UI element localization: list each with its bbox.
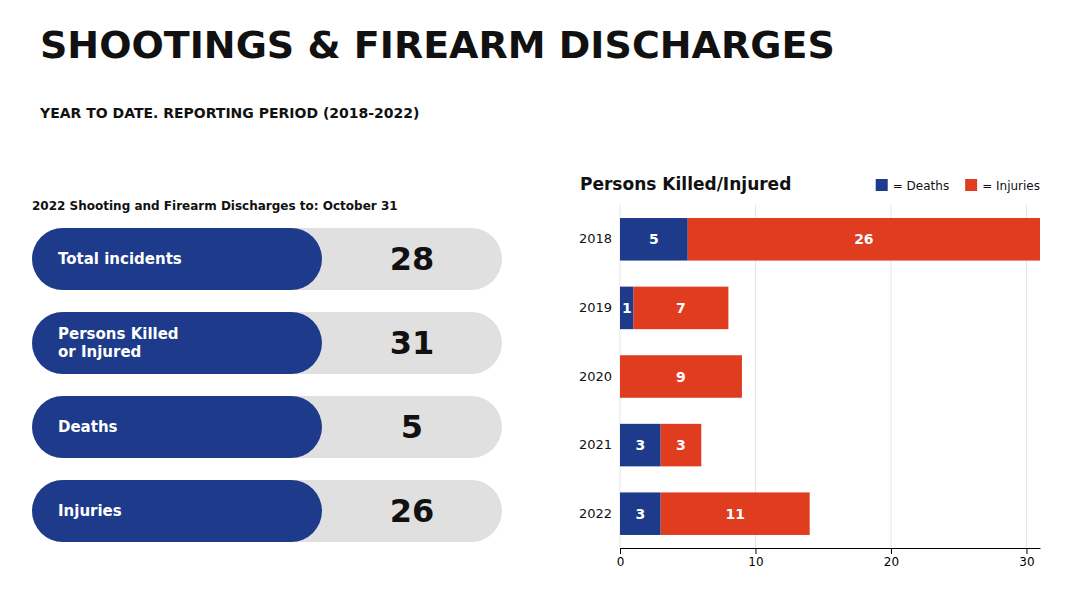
stat-label: Total incidents <box>58 250 182 268</box>
data-label: 3 <box>635 437 645 453</box>
x-tick: 10 <box>748 548 763 569</box>
data-label: 1 <box>622 300 632 316</box>
data-label: 11 <box>725 506 744 522</box>
stat-value: 5 <box>401 408 423 446</box>
legend-item: = Injuries <box>965 179 1040 193</box>
data-label: 5 <box>649 231 659 247</box>
x-tick-label: 20 <box>884 555 899 569</box>
stat-label: Deaths <box>58 418 118 436</box>
stats-panel: 2022 Shooting and Firearm Discharges to:… <box>32 199 502 542</box>
data-label: 9 <box>676 369 686 385</box>
y-tick-label: 2021 <box>579 437 612 452</box>
stat-pill <box>32 228 502 290</box>
y-tick-label: 2018 <box>579 231 612 246</box>
x-tick: 20 <box>884 548 899 569</box>
bars <box>620 218 1040 535</box>
y-tick: 2020 <box>579 369 612 384</box>
stat-row: Total incidents 28 <box>32 228 502 290</box>
y-tick-label: 2022 <box>579 506 612 521</box>
stat-value: 28 <box>390 240 435 278</box>
stat-label-pill <box>32 312 322 374</box>
legend-swatch <box>965 179 977 191</box>
stat-label: Persons Killedor Injured <box>58 325 179 361</box>
subtitle: YEAR TO DATE. REPORTING PERIOD (2018-202… <box>39 105 419 121</box>
bar <box>620 355 742 398</box>
legend-swatch <box>876 179 888 191</box>
legend: = Deaths = Injuries <box>876 179 1040 193</box>
stat-row: Persons Killedor Injured 31 <box>32 312 502 374</box>
bar <box>620 218 688 261</box>
bar <box>620 424 661 467</box>
bar <box>620 287 634 330</box>
legend-item: = Deaths <box>876 179 949 193</box>
stat-label-pill <box>32 396 322 458</box>
data-label: 3 <box>635 506 645 522</box>
y-tick-label: 2019 <box>579 300 612 315</box>
x-tick: 30 <box>1019 548 1034 569</box>
bar <box>620 492 661 535</box>
stat-pill <box>32 480 502 542</box>
stat-label-line: Persons Killed <box>58 325 179 343</box>
x-tick-label: 10 <box>748 555 763 569</box>
stat-value: 31 <box>390 324 435 362</box>
y-tick: 2019 <box>579 300 612 315</box>
y-axis: 2018 2019 2020 2021 2022 <box>579 231 612 520</box>
stat-label-line: Total incidents <box>58 250 182 268</box>
stat-label-pill <box>32 228 322 290</box>
stats-title: 2022 Shooting and Firearm Discharges to:… <box>32 199 398 213</box>
bar-chart: Persons Killed/Injured 5 1 3 3 26 7 9 3 11 0 10 20 30… <box>579 174 1041 569</box>
y-tick: 2021 <box>579 437 612 452</box>
stat-value: 26 <box>390 492 435 530</box>
x-tick-mark <box>755 548 756 554</box>
stat-row: Injuries 26 <box>32 480 502 542</box>
data-label: 7 <box>676 300 686 316</box>
x-tick-mark <box>891 548 892 554</box>
stat-label-line: or Injured <box>58 343 141 361</box>
stat-label-pill <box>32 480 322 542</box>
stat-label: Injuries <box>58 502 122 520</box>
stat-label-line: Injuries <box>58 502 122 520</box>
data-labels: 5 1 3 3 26 7 9 3 11 <box>622 231 874 521</box>
bar <box>688 218 1040 261</box>
bar <box>661 492 810 535</box>
x-axis-line <box>621 548 1041 549</box>
x-tick-mark <box>1026 548 1027 554</box>
chart-root: SHOOTINGS & FIREARM DISCHARGES YEAR TO DA… <box>0 0 1080 608</box>
chart-title: Persons Killed/Injured <box>580 174 791 194</box>
stat-row: Deaths 5 <box>32 396 502 458</box>
legend-label: = Injuries <box>982 179 1040 193</box>
x-tick-label: 0 <box>617 555 625 569</box>
y-tick: 2022 <box>579 506 612 521</box>
x-tick: 0 <box>617 548 625 569</box>
legend-label: = Deaths <box>893 179 949 193</box>
x-tick-mark <box>620 548 621 554</box>
x-axis: 0 10 20 30 <box>617 548 1041 569</box>
stat-pill <box>32 396 502 458</box>
x-tick-label: 30 <box>1019 555 1034 569</box>
bar <box>634 287 729 330</box>
data-label: 26 <box>854 231 873 247</box>
stat-pill <box>32 312 502 374</box>
title: SHOOTINGS & FIREARM DISCHARGES <box>40 23 835 67</box>
stat-label-line: Deaths <box>58 418 118 436</box>
data-label: 3 <box>676 437 686 453</box>
bar <box>661 424 702 467</box>
y-tick-label: 2020 <box>579 369 612 384</box>
y-tick: 2018 <box>579 231 612 246</box>
